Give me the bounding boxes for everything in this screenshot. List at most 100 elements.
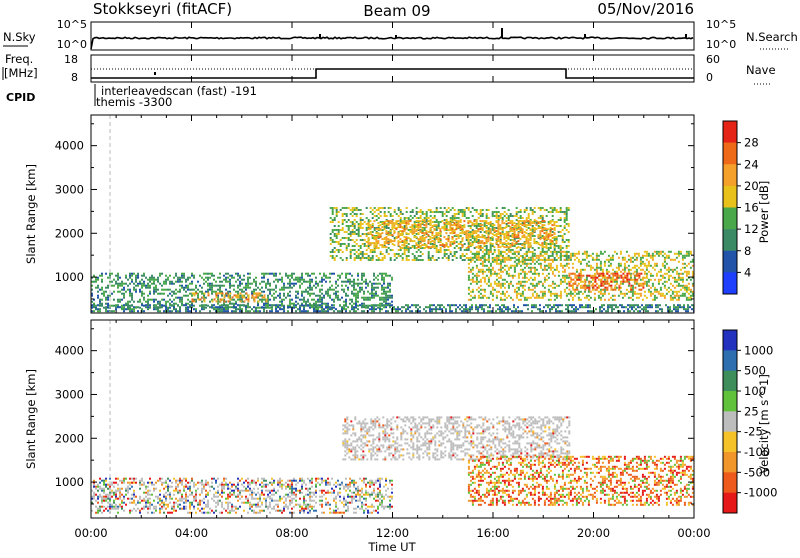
heatmap-cell (153, 299, 155, 301)
heatmap-cell (666, 257, 668, 259)
heatmap-cell (587, 310, 589, 312)
heatmap-cell (360, 209, 362, 211)
heatmap-cell (607, 308, 609, 310)
heatmap-cell (461, 228, 463, 230)
heatmap-cell (135, 279, 137, 281)
heatmap-cell (549, 308, 551, 310)
heatmap-cell (373, 283, 375, 285)
heatmap-cell (421, 244, 423, 246)
heatmap-cell (522, 269, 524, 271)
heatmap-cell (309, 281, 311, 283)
heatmap-cell (436, 249, 438, 251)
heatmap-cell (419, 226, 421, 228)
heatmap-cell (488, 297, 490, 299)
heatmap-cell (345, 310, 347, 312)
heatmap-cell (258, 300, 260, 302)
heatmap-cell (504, 265, 506, 267)
heatmap-cell (416, 257, 418, 259)
heatmap-cell (95, 279, 97, 281)
heatmap-cell (143, 273, 145, 275)
heatmap-cell (95, 305, 97, 307)
heatmap-cell (237, 279, 239, 281)
heatmap-cell (682, 267, 684, 269)
heatmap-cell (566, 257, 568, 259)
heatmap-cell (690, 289, 692, 291)
heatmap-cell (135, 289, 137, 291)
heatmap-cell (604, 291, 606, 293)
heatmap-cell (350, 251, 352, 253)
heatmap-cell (352, 239, 354, 241)
heatmap-cell (407, 308, 409, 310)
heatmap-cell (283, 299, 285, 301)
heatmap-cell (347, 306, 349, 308)
heatmap-cell (291, 283, 293, 285)
heatmap-cell (477, 236, 479, 238)
heatmap-cell (223, 285, 225, 287)
heatmap-cell (401, 230, 403, 232)
heatmap-cell (432, 255, 434, 257)
heatmap-cell (350, 209, 352, 211)
heatmap-cell (522, 291, 524, 293)
heatmap-cell (269, 291, 271, 293)
heatmap-cell (281, 304, 283, 306)
heatmap-cell (526, 299, 528, 301)
heatmap-cell (387, 242, 389, 244)
heatmap-cell (532, 209, 534, 211)
heatmap-cell (537, 308, 539, 310)
heatmap-cell (211, 285, 213, 287)
heatmap-cell (377, 240, 379, 242)
heatmap-cell (123, 287, 125, 289)
heatmap-cell (342, 229, 344, 231)
heatmap-cell (646, 259, 648, 261)
heatmap-cell (662, 255, 664, 257)
heatmap-cell (560, 279, 562, 281)
heatmap-cell (496, 213, 498, 215)
heatmap-cell (532, 293, 534, 295)
heatmap-cell (507, 246, 509, 248)
heatmap-cell (255, 281, 257, 283)
heatmap-cell (459, 308, 461, 310)
heatmap-cell (345, 285, 347, 287)
heatmap-cell (517, 240, 519, 242)
heatmap-cell (123, 297, 125, 299)
heatmap-cell (342, 223, 344, 225)
heatmap-cell (179, 299, 181, 301)
heatmap-cell (227, 304, 229, 306)
heatmap-cell (554, 293, 556, 295)
heatmap-cell (685, 310, 687, 312)
heatmap-cell (488, 257, 490, 259)
heatmap-cell (363, 281, 365, 283)
heatmap-cell (169, 289, 171, 291)
heatmap-cell (644, 295, 646, 297)
heatmap-cell (500, 271, 502, 273)
heatmap-cell (429, 220, 431, 222)
heatmap-cell (239, 283, 241, 285)
heatmap-cell (644, 263, 646, 265)
heatmap-cell (235, 306, 237, 308)
heatmap-cell (524, 209, 526, 211)
heatmap-cell (356, 213, 358, 215)
heatmap-cell (287, 295, 289, 297)
heatmap-cell (360, 213, 362, 215)
heatmap-cell (514, 269, 516, 271)
heatmap-cell (509, 222, 511, 224)
heatmap-cell (377, 295, 379, 297)
heatmap-cell (488, 271, 490, 273)
heatmap-cell (119, 277, 121, 279)
heatmap-cell (366, 207, 368, 209)
heatmap-cell (185, 310, 187, 312)
heatmap-cell (509, 246, 511, 248)
heatmap-cell (231, 310, 233, 312)
heatmap-cell (576, 287, 578, 289)
heatmap-cell (534, 255, 536, 257)
heatmap-cell (403, 230, 405, 232)
heatmap-cell (462, 253, 464, 255)
heatmap-cell (385, 287, 387, 289)
heatmap-cell (362, 251, 364, 253)
heatmap-cell (111, 273, 113, 275)
heatmap-cell (492, 261, 494, 263)
heatmap-cell (551, 242, 553, 244)
heatmap-cell (273, 304, 275, 306)
heatmap-cell (222, 292, 224, 294)
